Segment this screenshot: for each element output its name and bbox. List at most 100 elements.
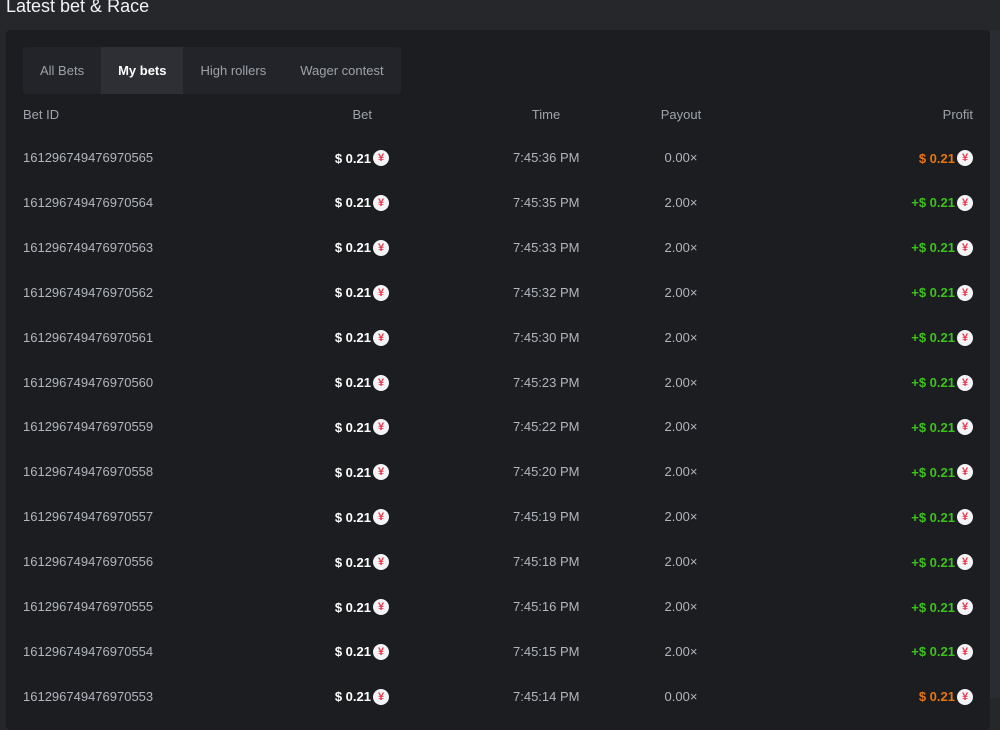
tab-high-rollers[interactable]: High rollers bbox=[200, 63, 267, 78]
bet-id[interactable]: 161296749476970555 bbox=[23, 599, 154, 614]
col-bet-id: Bet ID bbox=[23, 107, 60, 122]
bet-id[interactable]: 161296749476970556 bbox=[23, 554, 154, 570]
table-row[interactable]: 161296749476970561 $ 0.21 ¥ 7:45:30 PM 2.… bbox=[23, 329, 973, 350]
bet-id[interactable]: 161296749476970561 bbox=[23, 329, 154, 345]
bet-payout: 2.00× bbox=[664, 599, 698, 614]
bet-payout: 2.00× bbox=[664, 374, 698, 390]
table-row[interactable]: 161296749476970559 $ 0.21 ¥ 7:45:22 PM 2.… bbox=[23, 419, 973, 439]
bet-id[interactable]: 161296749476970563 bbox=[23, 239, 154, 255]
bet-amount: $ 0.21 ¥ bbox=[335, 419, 389, 436]
bet-id[interactable]: 161296749476970554 bbox=[23, 643, 154, 659]
bet-payout: 2.00× bbox=[664, 643, 698, 659]
bet-payout: 2.00× bbox=[664, 329, 698, 345]
yen-coin-icon: ¥ bbox=[957, 239, 973, 256]
bet-payout: 2.00× bbox=[664, 284, 698, 300]
table-row[interactable]: 161296749476970554 $ 0.21 ¥ 7:45:15 PM 2.… bbox=[23, 643, 973, 664]
bet-time: 7:45:30 PM bbox=[513, 329, 580, 345]
table-row[interactable]: 161296749476970560 $ 0.21 ¥ 7:45:23 PM 2.… bbox=[23, 374, 973, 395]
bet-profit: +$ 0.21 ¥ bbox=[911, 329, 973, 346]
tab-all-bets[interactable]: All Bets bbox=[40, 63, 85, 78]
bet-id[interactable]: 161296749476970564 bbox=[23, 194, 154, 210]
bet-time: 7:45:36 PM bbox=[513, 150, 580, 165]
bet-profit: +$ 0.21 ¥ bbox=[911, 643, 973, 660]
yen-coin-icon: ¥ bbox=[373, 284, 389, 301]
yen-coin-icon: ¥ bbox=[373, 150, 389, 166]
bet-amount: $ 0.21 ¥ bbox=[335, 688, 389, 705]
yen-coin-icon: ¥ bbox=[957, 150, 973, 166]
bet-id[interactable]: 161296749476970565 bbox=[23, 150, 154, 165]
yen-coin-icon: ¥ bbox=[957, 554, 973, 571]
bet-profit: $ 0.21 ¥ bbox=[919, 688, 973, 705]
table-row[interactable]: 161296749476970553 $ 0.21 ¥ 7:45:14 PM 0.… bbox=[23, 688, 973, 709]
yen-coin-icon: ¥ bbox=[957, 509, 973, 526]
bet-time: 7:45:23 PM bbox=[513, 374, 580, 390]
bet-id[interactable]: 161296749476970557 bbox=[23, 509, 154, 525]
bet-payout: 0.00× bbox=[664, 688, 698, 704]
yen-coin-icon: ¥ bbox=[373, 643, 389, 660]
yen-coin-icon: ¥ bbox=[373, 688, 389, 705]
bet-time: 7:45:33 PM bbox=[513, 239, 580, 255]
bet-payout: 2.00× bbox=[664, 419, 698, 435]
bet-payout: 2.00× bbox=[664, 509, 698, 525]
bet-profit: +$ 0.21 ¥ bbox=[911, 239, 973, 256]
table-row[interactable]: 161296749476970555 $ 0.21 ¥ 7:45:16 PM 2.… bbox=[23, 599, 973, 619]
yen-coin-icon: ¥ bbox=[957, 329, 973, 346]
table-row[interactable]: 161296749476970558 $ 0.21 ¥ 7:45:20 PM 2.… bbox=[23, 464, 973, 484]
col-profit: Profit bbox=[942, 107, 973, 122]
bet-amount: $ 0.21 ¥ bbox=[335, 284, 389, 301]
bet-profit: +$ 0.21 ¥ bbox=[911, 464, 973, 481]
bet-profit: $ 0.21 ¥ bbox=[919, 150, 973, 166]
table-row[interactable]: 161296749476970563 $ 0.21 ¥ 7:45:33 PM 2.… bbox=[23, 239, 973, 260]
bet-id[interactable]: 161296749476970558 bbox=[23, 464, 154, 480]
bet-id[interactable]: 161296749476970559 bbox=[23, 419, 154, 435]
yen-coin-icon: ¥ bbox=[957, 194, 973, 211]
bet-amount: $ 0.21 ¥ bbox=[335, 599, 389, 615]
table-row[interactable]: 161296749476970557 $ 0.21 ¥ 7:45:19 PM 2.… bbox=[23, 509, 973, 529]
bet-amount: $ 0.21 ¥ bbox=[335, 239, 389, 256]
bet-amount: $ 0.21 ¥ bbox=[335, 329, 389, 346]
yen-coin-icon: ¥ bbox=[373, 329, 389, 346]
bet-amount: $ 0.21 ¥ bbox=[335, 374, 389, 391]
bet-amount: $ 0.21 ¥ bbox=[335, 509, 389, 526]
bet-time: 7:45:15 PM bbox=[513, 643, 580, 659]
bet-payout: 2.00× bbox=[664, 194, 698, 210]
yen-coin-icon: ¥ bbox=[373, 599, 389, 615]
bet-profit: +$ 0.21 ¥ bbox=[911, 554, 973, 571]
bet-amount: $ 0.21 ¥ bbox=[335, 194, 389, 211]
yen-coin-icon: ¥ bbox=[957, 464, 973, 481]
yen-coin-icon: ¥ bbox=[373, 509, 389, 526]
yen-coin-icon: ¥ bbox=[957, 374, 973, 391]
scrollbar[interactable] bbox=[990, 30, 1000, 698]
bet-id[interactable]: 161296749476970562 bbox=[23, 284, 154, 300]
bet-time: 7:45:35 PM bbox=[513, 194, 580, 210]
section-title: Latest bet & Race bbox=[6, 0, 150, 16]
bet-id[interactable]: 161296749476970553 bbox=[23, 688, 154, 704]
col-payout: Payout bbox=[660, 107, 702, 122]
table-row[interactable]: 161296749476970564 $ 0.21 ¥ 7:45:35 PM 2.… bbox=[23, 194, 973, 215]
bet-profit: +$ 0.21 ¥ bbox=[911, 599, 973, 615]
bet-profit: +$ 0.21 ¥ bbox=[911, 284, 973, 301]
tab-wager-contest[interactable]: Wager contest bbox=[300, 63, 384, 78]
bet-profit: +$ 0.21 ¥ bbox=[911, 374, 973, 391]
bet-amount: $ 0.21 ¥ bbox=[335, 554, 389, 571]
bet-payout: 2.00× bbox=[664, 239, 698, 255]
bet-amount: $ 0.21 ¥ bbox=[335, 643, 389, 660]
tab-bar: All Bets My bets High rollers Wager cont… bbox=[23, 47, 401, 94]
table-row[interactable]: 161296749476970556 $ 0.21 ¥ 7:45:18 PM 2.… bbox=[23, 554, 973, 574]
bet-time: 7:45:22 PM bbox=[513, 419, 580, 435]
table-row[interactable]: 161296749476970562 $ 0.21 ¥ 7:45:32 PM 2.… bbox=[23, 284, 973, 305]
yen-coin-icon: ¥ bbox=[957, 284, 973, 301]
table-row[interactable]: 161296749476970565 $ 0.21 ¥ 7:45:36 PM 0.… bbox=[23, 150, 973, 170]
bets-panel: All Bets My bets High rollers Wager cont… bbox=[6, 30, 990, 730]
col-time: Time bbox=[531, 107, 561, 122]
bet-payout: 0.00× bbox=[664, 150, 698, 165]
bet-time: 7:45:19 PM bbox=[513, 509, 580, 525]
col-bet: Bet bbox=[352, 107, 372, 122]
yen-coin-icon: ¥ bbox=[373, 239, 389, 256]
tab-my-bets[interactable]: My bets bbox=[101, 47, 184, 94]
bet-id[interactable]: 161296749476970560 bbox=[23, 374, 154, 390]
bet-time: 7:45:32 PM bbox=[513, 284, 580, 300]
yen-coin-icon: ¥ bbox=[957, 643, 973, 660]
bet-time: 7:45:16 PM bbox=[513, 599, 580, 614]
bet-profit: +$ 0.21 ¥ bbox=[911, 194, 973, 211]
